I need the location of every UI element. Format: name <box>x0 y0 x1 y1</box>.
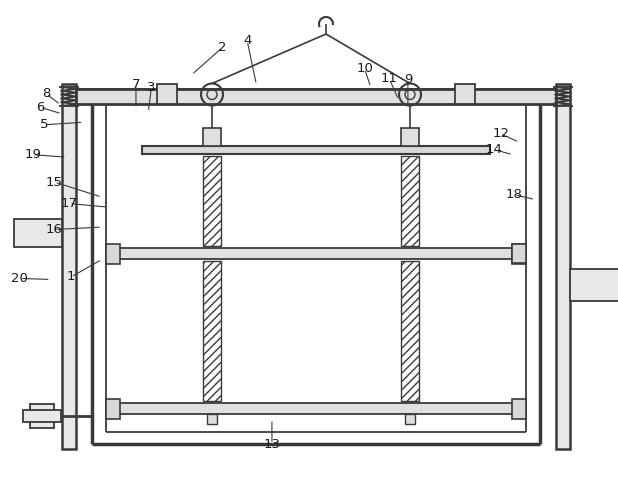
Text: 3: 3 <box>147 81 156 94</box>
Bar <box>106 403 526 414</box>
Text: 12: 12 <box>492 127 509 140</box>
Text: 16: 16 <box>46 223 63 236</box>
Text: 9: 9 <box>404 73 412 86</box>
Text: 6: 6 <box>36 101 44 114</box>
Bar <box>455 84 475 104</box>
Text: 1: 1 <box>67 270 75 283</box>
Bar <box>76 89 556 104</box>
Bar <box>203 261 221 401</box>
Bar <box>556 84 570 449</box>
Bar <box>106 248 526 259</box>
Text: 18: 18 <box>506 188 523 201</box>
Bar <box>401 261 419 401</box>
Text: 17: 17 <box>61 197 78 210</box>
Text: 10: 10 <box>356 62 373 75</box>
Bar <box>401 156 419 246</box>
Bar <box>23 410 61 422</box>
Bar <box>30 404 54 428</box>
Bar <box>157 84 177 104</box>
Bar <box>570 269 618 301</box>
Bar <box>62 84 76 449</box>
Bar <box>512 244 526 263</box>
Bar <box>203 128 221 146</box>
Text: 13: 13 <box>263 438 281 451</box>
Bar <box>512 399 526 419</box>
Bar <box>203 156 221 246</box>
Text: 14: 14 <box>486 143 503 156</box>
Bar <box>401 128 419 146</box>
Text: 4: 4 <box>243 34 252 47</box>
Bar <box>106 399 120 419</box>
Bar <box>106 244 120 263</box>
Text: 19: 19 <box>24 148 41 161</box>
Text: 5: 5 <box>40 118 49 131</box>
Text: 11: 11 <box>381 72 398 85</box>
Text: 15: 15 <box>46 176 63 189</box>
Text: 8: 8 <box>42 87 51 100</box>
Bar <box>405 414 415 424</box>
Text: 7: 7 <box>132 78 140 91</box>
Text: 2: 2 <box>218 41 227 54</box>
Bar <box>512 244 526 263</box>
Bar <box>14 219 62 247</box>
Bar <box>207 414 217 424</box>
Bar <box>142 146 490 154</box>
Text: 20: 20 <box>11 272 28 285</box>
